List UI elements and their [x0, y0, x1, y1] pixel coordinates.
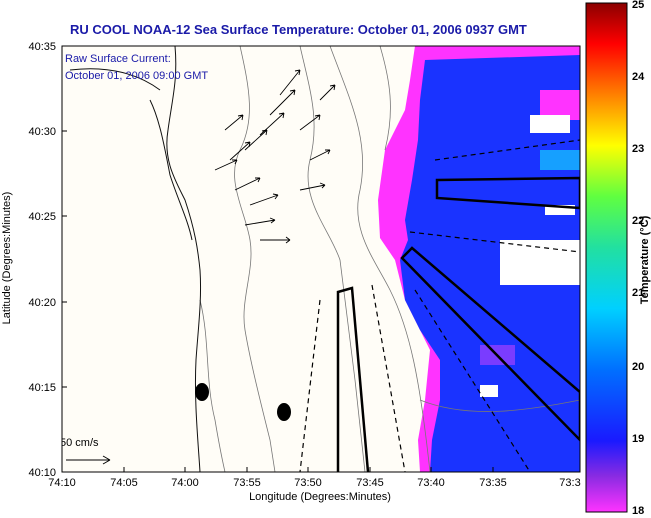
colorbar-tick: 22 [632, 215, 644, 227]
x-tick-labels: 74:10 74:05 74:00 73:55 73:50 73:45 73:4… [48, 477, 580, 489]
map-title: RU COOL NOAA-12 Sea Surface Temperature:… [70, 22, 527, 37]
sampling-polygons [336, 176, 580, 472]
cloud-gap [480, 385, 498, 397]
x-tick: 74:05 [110, 477, 138, 489]
transect-lines [299, 139, 580, 472]
colorbar-tick: 19 [632, 433, 644, 445]
colorbar-label: Temperature (°C) [639, 215, 651, 304]
scale-arrow [66, 455, 111, 465]
mooring-site [277, 403, 291, 421]
x-tick: 74:10 [48, 477, 76, 489]
x-tick: 73:3 [559, 477, 580, 489]
cyan-spot [540, 150, 580, 170]
cool-water-region [400, 55, 580, 472]
current-label-line2: October 01, 2006 09:00 GMT [65, 70, 208, 82]
cloud-gap [545, 205, 575, 215]
x-tick: 73:50 [294, 477, 322, 489]
narrow-box [336, 286, 370, 472]
plot-frame [61, 45, 581, 473]
colorbar-tick: 18 [632, 505, 644, 517]
x-tick: 73:40 [417, 477, 445, 489]
colorbar-tick: 21 [632, 287, 644, 299]
north-box [435, 176, 580, 210]
bathymetry-contours [199, 46, 580, 472]
y-tick: 40:30 [28, 126, 56, 138]
axis-ticks [61, 45, 581, 473]
colorbar-tick: 20 [632, 361, 644, 373]
colorbar-ticks: 25 24 23 22 21 20 19 18 [632, 0, 645, 517]
y-tick: 40:20 [28, 297, 56, 309]
mooring-site [195, 383, 209, 401]
colorbar-tick: 23 [632, 143, 644, 155]
cloud-gap [530, 115, 570, 133]
colorbar-tick: 25 [632, 0, 644, 11]
x-axis-label: Longitude (Degrees:Minutes) [249, 491, 391, 503]
scale-label: 50 cm/s [60, 437, 99, 449]
surface-current-vectors [214, 69, 336, 244]
y-tick: 40:25 [28, 211, 56, 223]
x-tick: 73:55 [233, 477, 261, 489]
y-tick: 40:15 [28, 382, 56, 394]
y-tick: 40:35 [28, 41, 56, 53]
diagonal-box [400, 246, 580, 442]
sst-field [378, 46, 580, 472]
x-tick: 73:45 [356, 477, 384, 489]
coastline [69, 46, 202, 472]
x-tick: 73:35 [479, 477, 507, 489]
x-tick: 74:00 [171, 477, 199, 489]
colorbar [585, 2, 628, 513]
current-label-line1: Raw Surface Current: [65, 53, 171, 65]
colorbar-tick: 24 [632, 71, 645, 83]
y-tick-labels: 40:35 40:30 40:25 40:20 40:15 40:10 [28, 41, 56, 479]
y-tick: 40:10 [28, 467, 56, 479]
y-axis-label: Latitude (Degrees:Minutes) [1, 192, 13, 325]
title-bar: RU COOL NOAA-12 Sea Surface Temperature:… [0, 22, 651, 38]
